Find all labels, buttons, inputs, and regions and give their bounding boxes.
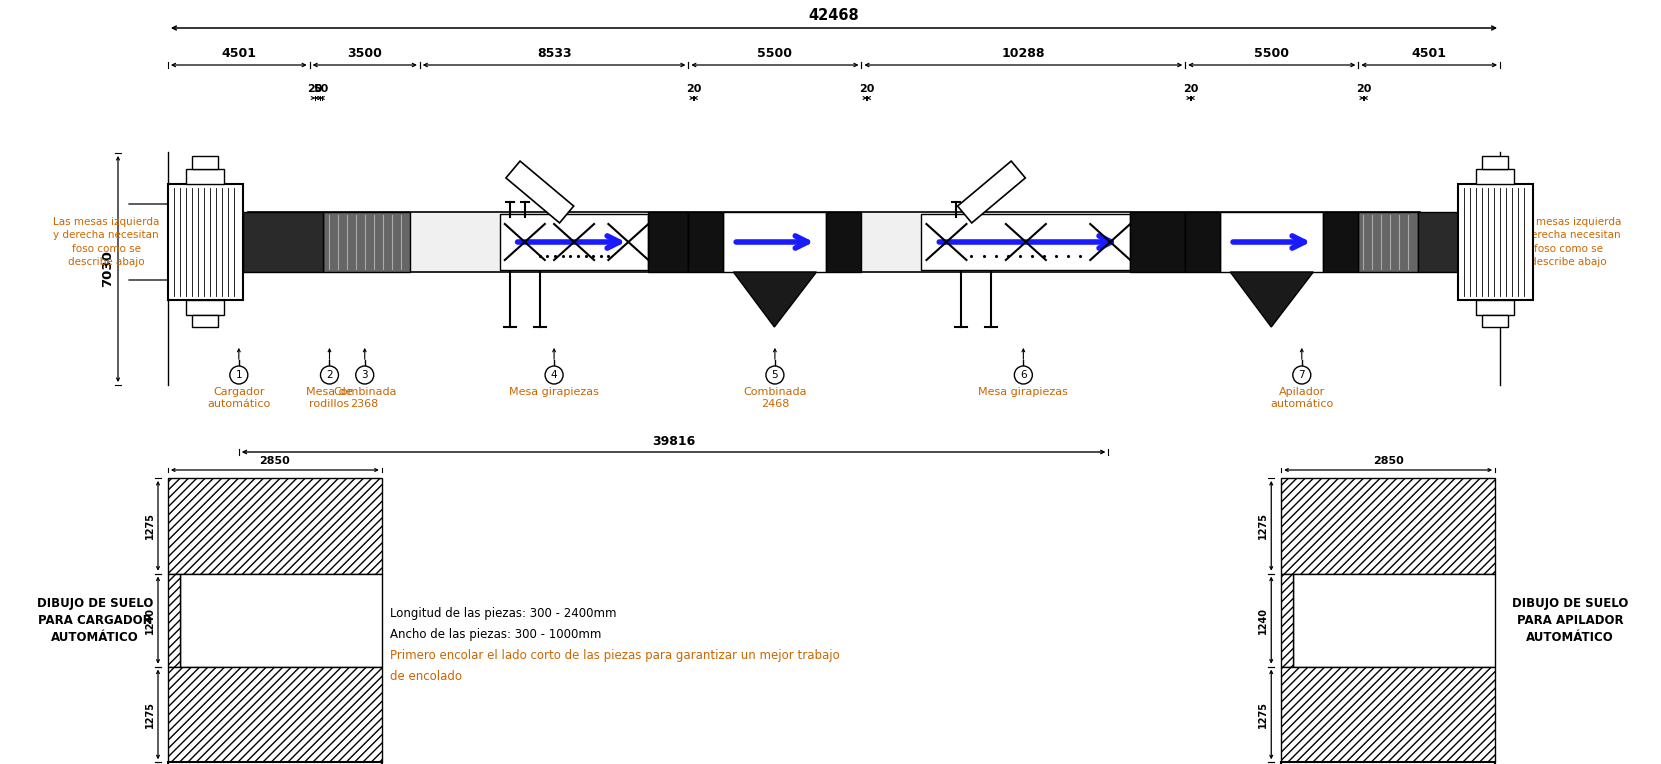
- Bar: [1129, 212, 1186, 272]
- Bar: [168, 762, 382, 764]
- Text: 2: 2: [326, 370, 332, 380]
- Text: 42468: 42468: [809, 8, 859, 23]
- Text: 8533: 8533: [537, 47, 571, 60]
- Circle shape: [1015, 366, 1033, 384]
- Bar: [1294, 574, 1495, 667]
- Bar: [179, 574, 382, 667]
- Bar: [1281, 478, 1495, 574]
- Circle shape: [1292, 366, 1311, 384]
- Text: 1275: 1275: [145, 513, 154, 539]
- Bar: [1221, 212, 1324, 272]
- Bar: [1281, 762, 1495, 764]
- Bar: [193, 156, 218, 169]
- Bar: [1482, 315, 1508, 327]
- Text: 3: 3: [362, 370, 369, 380]
- Polygon shape: [734, 272, 817, 327]
- Bar: [168, 478, 382, 574]
- Polygon shape: [1231, 272, 1314, 327]
- Text: DIBUJO DE SUELO
PARA APILADOR
AUTOMÁTICO: DIBUJO DE SUELO PARA APILADOR AUTOMÁTICO: [1512, 597, 1628, 643]
- Text: 1275: 1275: [1259, 701, 1269, 728]
- Text: 2850: 2850: [259, 456, 291, 466]
- Bar: [1281, 574, 1294, 667]
- Bar: [688, 212, 723, 272]
- Bar: [1186, 212, 1221, 272]
- Text: de encolado: de encolado: [390, 670, 462, 683]
- Text: 2850: 2850: [1372, 456, 1404, 466]
- Circle shape: [766, 366, 784, 384]
- Bar: [168, 667, 382, 762]
- Bar: [322, 212, 410, 272]
- Text: Ancho de las piezas: 300 - 1000mm: Ancho de las piezas: 300 - 1000mm: [390, 628, 601, 641]
- Bar: [243, 212, 322, 272]
- Text: 6: 6: [1020, 370, 1026, 380]
- Circle shape: [229, 366, 247, 384]
- Text: 3500: 3500: [347, 47, 382, 60]
- Circle shape: [545, 366, 563, 384]
- Text: Primero encolar el lado corto de las piezas para garantizar un mejor trabajo: Primero encolar el lado corto de las pie…: [390, 649, 840, 662]
- Bar: [648, 212, 688, 272]
- Text: 1240: 1240: [1259, 607, 1269, 633]
- Bar: [1482, 156, 1508, 169]
- Text: 1240: 1240: [145, 607, 154, 633]
- Polygon shape: [507, 161, 573, 223]
- Text: Mesa girapiezas: Mesa girapiezas: [510, 387, 600, 397]
- Text: 1275: 1275: [1259, 513, 1269, 539]
- Bar: [500, 214, 648, 270]
- Text: Combinada
2368: Combinada 2368: [332, 387, 397, 410]
- Bar: [1458, 184, 1533, 300]
- Text: 1275: 1275: [145, 701, 154, 728]
- Bar: [922, 214, 1129, 270]
- Text: 5: 5: [772, 370, 779, 380]
- Text: 20: 20: [859, 84, 874, 94]
- Text: 1: 1: [236, 370, 243, 380]
- Bar: [168, 184, 243, 300]
- Text: Cargador
automático: Cargador automático: [208, 387, 271, 410]
- Text: 5500: 5500: [757, 47, 792, 60]
- Bar: [1359, 212, 1418, 272]
- Text: 39816: 39816: [653, 435, 696, 448]
- Bar: [723, 212, 827, 272]
- Text: 7030: 7030: [101, 251, 115, 287]
- Bar: [1324, 212, 1359, 272]
- Text: Apilador
automático: Apilador automático: [1271, 387, 1334, 410]
- Bar: [247, 212, 1420, 272]
- Text: 20: 20: [686, 84, 701, 94]
- Bar: [827, 212, 862, 272]
- Bar: [1281, 667, 1495, 762]
- Text: 4501: 4501: [1412, 47, 1447, 60]
- Text: 20: 20: [1183, 84, 1198, 94]
- Bar: [186, 300, 224, 315]
- Text: 4501: 4501: [221, 47, 256, 60]
- Text: Las mesas izquierda
y derecha necesitan
foso como se
describe abajo: Las mesas izquierda y derecha necesitan …: [53, 217, 159, 267]
- Bar: [1418, 212, 1458, 272]
- Bar: [186, 169, 224, 184]
- Bar: [1477, 169, 1515, 184]
- Text: Mesa de
rodillos: Mesa de rodillos: [306, 387, 352, 410]
- Polygon shape: [958, 161, 1025, 223]
- Circle shape: [321, 366, 339, 384]
- Text: Mesa girapiezas: Mesa girapiezas: [978, 387, 1068, 397]
- Text: 7: 7: [1299, 370, 1306, 380]
- Text: DIBUJO DE SUELO
PARA CARGADOR
AUTOMÁTICO: DIBUJO DE SUELO PARA CARGADOR AUTOMÁTICO: [37, 597, 153, 643]
- Text: 5500: 5500: [1254, 47, 1289, 60]
- Text: 50: 50: [314, 84, 329, 94]
- Text: 4: 4: [551, 370, 558, 380]
- Text: Las mesas izquierda
y derecha necesitan
foso como se
describe abajo: Las mesas izquierda y derecha necesitan …: [1515, 217, 1621, 267]
- Circle shape: [355, 366, 374, 384]
- Text: Longitud de las piezas: 300 - 2400mm: Longitud de las piezas: 300 - 2400mm: [390, 607, 616, 620]
- Text: 20: 20: [1355, 84, 1372, 94]
- Text: Combinada
2468: Combinada 2468: [742, 387, 807, 410]
- Text: 10288: 10288: [1002, 47, 1045, 60]
- Text: 20: 20: [307, 84, 322, 94]
- Bar: [168, 574, 179, 667]
- Bar: [1477, 300, 1515, 315]
- Bar: [193, 315, 218, 327]
